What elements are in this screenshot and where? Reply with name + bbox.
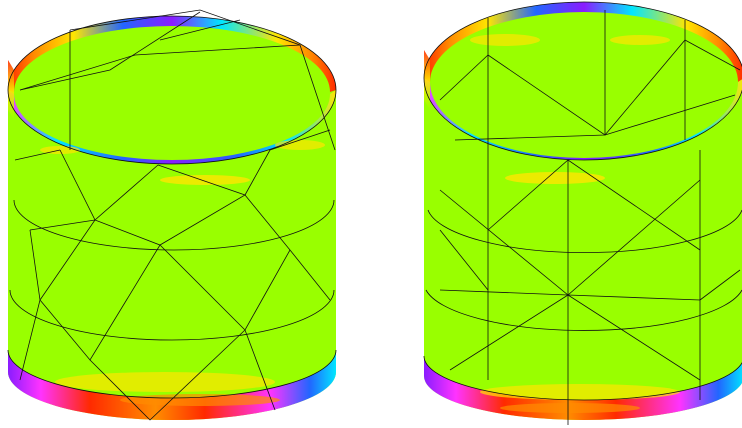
cylinder-right [423, 1, 742, 425]
cylinder-left-body [8, 90, 336, 420]
cylinder-right-rim-bottom [424, 356, 742, 420]
cylinder-right-rim-back [424, 2, 742, 82]
cylinder-right-mesh [423, 1, 742, 425]
cylinder-left-interior [8, 18, 336, 158]
cylinder-left [7, 9, 337, 421]
cylinder-left-mesh [7, 9, 337, 421]
cylinder-right-body [424, 78, 742, 420]
cylinder-left-rim-back [8, 16, 336, 92]
